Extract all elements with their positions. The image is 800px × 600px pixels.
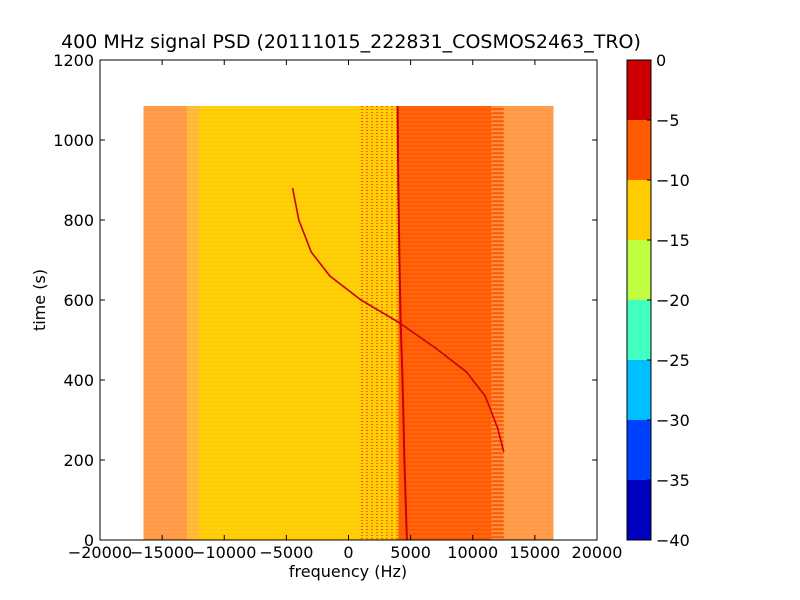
y-tick-label: 800 xyxy=(63,211,94,230)
colorbar-band xyxy=(627,240,651,300)
x-tick-label: 10000 xyxy=(447,543,498,562)
colorbar-band xyxy=(627,420,651,480)
colorbar-band xyxy=(627,360,651,420)
colorbar-band xyxy=(627,60,651,120)
heatmap-region-edge-left xyxy=(143,106,187,540)
y-tick-label: 200 xyxy=(63,451,94,470)
colorbar-tick-label: −20 xyxy=(656,291,690,310)
colorbar: −40 −35 −30 −25 −20 −15 −10 −5 0 xyxy=(626,51,690,550)
x-tick-label: 0 xyxy=(343,543,353,562)
heatmap-region-elevated-band xyxy=(398,106,492,540)
colorbar-band xyxy=(627,480,651,540)
plot-area xyxy=(143,105,554,540)
colorbar-band xyxy=(627,180,651,240)
x-tick-label: −10000 xyxy=(192,543,256,562)
heatmap-row-stripes xyxy=(143,107,554,537)
heatmap-region-transition-left xyxy=(186,106,200,540)
colorbar-band xyxy=(627,300,651,360)
y-axis: 0 200 400 600 800 1000 1200 xyxy=(53,51,597,550)
colorbar-tick-label: −10 xyxy=(656,171,690,190)
x-axis: −20000−15000−10000 −5000 0 5000 10000 15000 20… xyxy=(68,60,623,562)
x-tick-label: −5000 xyxy=(259,543,313,562)
y-tick-label: 600 xyxy=(63,291,94,310)
x-tick-label: 20000 xyxy=(572,543,623,562)
y-axis-label: time (s) xyxy=(30,269,49,331)
colorbar-tick-label: −5 xyxy=(656,111,680,130)
y-tick-label: 0 xyxy=(84,531,94,550)
colorbar-tick-label: −30 xyxy=(656,411,690,430)
colorbar-tick-label: −35 xyxy=(656,471,690,490)
chart-title: 400 MHz signal PSD (20111015_222831_COSM… xyxy=(61,31,641,53)
x-tick-label: 15000 xyxy=(509,543,560,562)
x-axis-label: frequency (Hz) xyxy=(289,562,407,581)
x-tick-label: −15000 xyxy=(130,543,194,562)
heatmap-region-noise-floor xyxy=(199,106,361,540)
x-tick-label: 5000 xyxy=(390,543,431,562)
colorbar-tick-label: −40 xyxy=(656,531,690,550)
y-tick-label: 400 xyxy=(63,371,94,390)
heatmap-region-transition-mid xyxy=(360,106,399,540)
x-tick-label: −20000 xyxy=(68,543,132,562)
y-tick-label: 1200 xyxy=(53,51,94,70)
heatmap-region-transition-right xyxy=(491,106,504,540)
y-tick-label: 1000 xyxy=(53,131,94,150)
colorbar-tick-label: 0 xyxy=(656,51,666,70)
colorbar-tick-label: −15 xyxy=(656,231,690,250)
colorbar-tick-label: −25 xyxy=(656,351,690,370)
signal-trace-2 xyxy=(291,187,505,453)
colorbar-band xyxy=(627,120,651,180)
heatmap-region-edge-right xyxy=(503,106,554,540)
